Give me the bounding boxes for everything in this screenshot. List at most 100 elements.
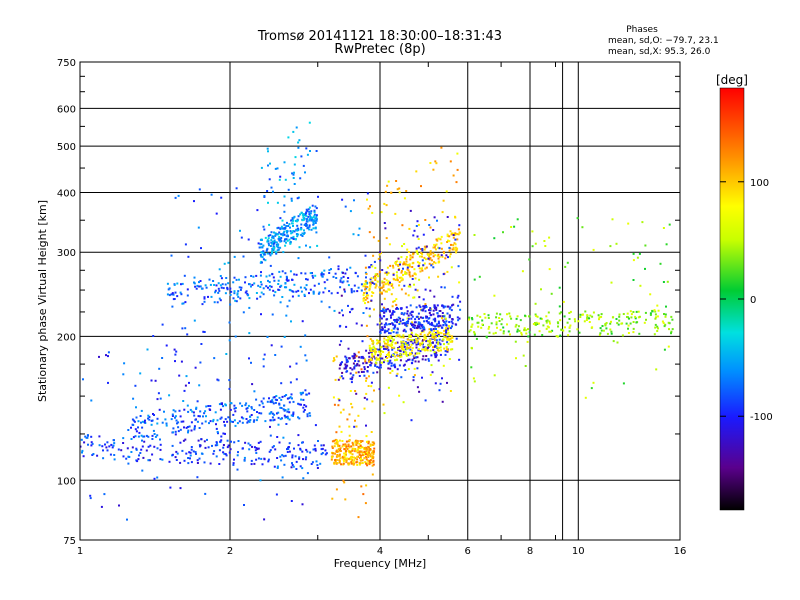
- echo-point: [376, 323, 379, 326]
- echo-point: [271, 273, 274, 276]
- echo-point: [385, 355, 387, 358]
- echo-point: [260, 283, 263, 286]
- echo-point: [303, 293, 306, 296]
- echo-point: [308, 210, 311, 213]
- echo-point: [154, 379, 157, 382]
- echo-point: [379, 322, 382, 325]
- echo-point: [108, 445, 111, 448]
- echo-point: [398, 335, 401, 338]
- echo-point: [357, 448, 360, 451]
- echo-point: [348, 425, 351, 428]
- echo-point: [424, 267, 427, 270]
- echo-point: [468, 318, 470, 321]
- echo-point: [283, 233, 286, 236]
- echo-point: [472, 377, 475, 380]
- echo-point: [391, 344, 394, 346]
- echo-point: [287, 448, 290, 450]
- echo-point: [516, 328, 519, 331]
- echo-point: [137, 420, 140, 423]
- echo-point: [364, 360, 367, 363]
- echo-point: [306, 413, 309, 416]
- echo-point: [263, 518, 266, 521]
- echo-point: [369, 359, 372, 362]
- echo-point: [309, 150, 311, 152]
- echo-point: [380, 287, 383, 290]
- echo-point: [290, 236, 293, 239]
- echo-point: [291, 464, 294, 466]
- echo-point: [431, 323, 434, 326]
- echo-point: [592, 311, 595, 314]
- echo-point: [168, 294, 171, 297]
- echo-point: [387, 280, 390, 283]
- echo-point: [644, 244, 647, 247]
- echo-point: [418, 325, 421, 328]
- echo-point: [308, 228, 311, 231]
- echo-point: [360, 450, 363, 453]
- echo-point: [279, 275, 282, 278]
- echo-point: [228, 387, 231, 390]
- echo-point: [394, 342, 397, 345]
- echo-point: [428, 309, 430, 312]
- echo-point: [435, 306, 438, 309]
- echo-point: [441, 255, 444, 258]
- echo-point: [384, 272, 387, 275]
- echo-point: [271, 252, 274, 255]
- echo-point: [142, 420, 144, 423]
- echo-point: [437, 257, 440, 260]
- echo-point: [411, 359, 414, 362]
- echo-point: [161, 458, 164, 461]
- echo-point: [278, 178, 281, 181]
- echo-point: [107, 351, 110, 354]
- echo-point: [448, 321, 451, 323]
- echo-point: [406, 248, 409, 251]
- echo-point: [385, 204, 388, 207]
- echo-point: [303, 404, 306, 406]
- echo-point: [403, 262, 406, 265]
- echo-point: [197, 226, 200, 229]
- echo-point: [289, 230, 292, 233]
- echo-point: [629, 310, 632, 313]
- echo-point: [309, 212, 312, 215]
- echo-point: [309, 414, 312, 417]
- echo-point: [376, 371, 379, 374]
- echo-point: [305, 244, 307, 247]
- echo-point: [612, 316, 615, 319]
- echo-point: [524, 365, 527, 367]
- echo-point: [500, 323, 503, 326]
- echo-point: [198, 188, 201, 191]
- echo-point: [429, 253, 431, 256]
- echo-point: [385, 279, 388, 282]
- echo-point: [437, 322, 440, 325]
- echo-point: [312, 221, 315, 224]
- echo-point: [656, 304, 659, 307]
- stats-line-o: mean, sd,O: −79.7, 23.1: [608, 36, 719, 46]
- echo-point: [641, 221, 644, 224]
- echo-point: [315, 218, 318, 221]
- echo-point: [272, 190, 274, 193]
- echo-point: [203, 297, 206, 300]
- echo-point: [303, 409, 306, 411]
- echo-point: [177, 194, 180, 197]
- echo-point: [368, 451, 371, 454]
- echo-point: [255, 274, 258, 277]
- echo-point: [368, 231, 371, 234]
- echo-point: [413, 283, 415, 286]
- echo-point: [411, 321, 413, 324]
- echo-point: [356, 290, 359, 293]
- echo-point: [655, 368, 658, 371]
- echo-point: [609, 245, 612, 248]
- echo-point: [449, 337, 452, 340]
- echo-point: [391, 305, 394, 308]
- echo-point: [383, 347, 385, 350]
- echo-point: [285, 394, 288, 396]
- echo-point: [304, 272, 307, 275]
- echo-point: [298, 403, 301, 406]
- echo-point: [344, 272, 347, 275]
- echo-point: [404, 369, 407, 371]
- echo-point: [350, 462, 353, 465]
- echo-point: [199, 280, 202, 282]
- echo-point: [520, 331, 523, 334]
- echo-point: [435, 339, 438, 342]
- echo-point: [277, 248, 280, 251]
- echo-point: [609, 322, 612, 325]
